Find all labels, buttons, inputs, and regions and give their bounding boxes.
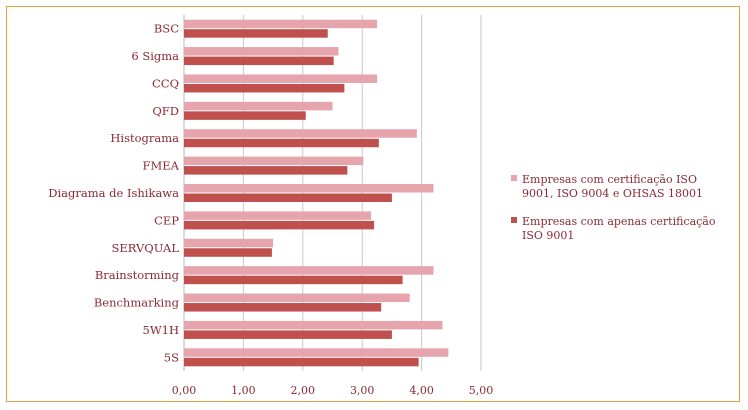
bar-iso-9001-only (184, 56, 334, 66)
chart-frame: BSC 6 Sigma CCQ QFD Histograma FMEA Diagrama d… (6, 6, 740, 402)
legend-item-iso-9001-only: Empresas com apenas certificação ISO 9001 (511, 215, 716, 242)
legend-swatch (511, 217, 517, 223)
bar-iso-9001-only (184, 29, 328, 38)
bar-iso-9001-9004-ohsas (184, 129, 417, 138)
bar-iso-9001-only (184, 357, 419, 367)
category-label: Benchmarking (94, 296, 180, 310)
category-label: Histograma (110, 131, 179, 145)
x-tick-labels: 0,00 1,00 2,00 3,00 4,00 5,00 (172, 384, 494, 397)
category-label: Diagrama de Ishikawa (48, 186, 179, 200)
x-tick-label: 4,00 (409, 384, 434, 397)
bar-iso-9001-9004-ohsas (184, 156, 364, 166)
x-tick-label: 1,00 (231, 384, 256, 397)
x-tick-label: 5,00 (469, 384, 494, 397)
bar-iso-9001-only (184, 111, 306, 120)
bar-iso-9001-9004-ohsas (184, 238, 274, 248)
legend-swatch (511, 175, 517, 181)
bar-iso-9001-only (184, 166, 348, 175)
x-tick-label: 0,00 (172, 384, 197, 397)
bar-iso-9001-9004-ohsas (184, 348, 449, 357)
category-label: QFD (152, 104, 179, 118)
bar-iso-9001-9004-ohsas (184, 19, 378, 29)
category-label: BSC (154, 22, 179, 36)
category-label: 5S (164, 350, 179, 364)
bar-iso-9001-9004-ohsas (184, 293, 410, 303)
category-label: SERVQUAL (111, 241, 179, 255)
category-label: FMEA (143, 159, 180, 173)
bar-iso-9001-only (184, 193, 392, 202)
bar-iso-9001-only (184, 248, 272, 257)
bar-iso-9001-only (184, 138, 379, 148)
bar-iso-9001-9004-ohsas (184, 47, 339, 56)
bars (184, 19, 449, 367)
bar-chart: BSC 6 Sigma CCQ QFD Histograma FMEA Diagrama d… (48, 15, 716, 397)
bar-iso-9001-only (184, 275, 403, 285)
legend: Empresas com certificação ISO 9001, ISO 9… (511, 173, 716, 242)
category-labels: BSC 6 Sigma CCQ QFD Histograma FMEA Diagrama d… (48, 22, 179, 365)
x-tick-label: 2,00 (291, 384, 316, 397)
bar-iso-9001-9004-ohsas (184, 101, 333, 111)
bar-iso-9001-9004-ohsas (184, 184, 434, 193)
bar-iso-9001-9004-ohsas (184, 211, 372, 220)
bar-iso-9001-9004-ohsas (184, 266, 434, 275)
bar-iso-9001-only (184, 330, 392, 339)
category-label: Brainstorming (95, 268, 180, 282)
bar-iso-9001-only (184, 83, 345, 93)
category-label: 5W1H (143, 323, 179, 337)
bar-iso-9001-9004-ohsas (184, 74, 378, 83)
legend-label: Empresas com apenas certificação ISO 9001 (522, 215, 716, 242)
category-label: CEP (154, 213, 179, 227)
x-tick-label: 3,00 (350, 384, 375, 397)
category-label: CCQ (152, 76, 179, 90)
gridlines (183, 15, 482, 371)
legend-item-iso-9001-9004-ohsas: Empresas com certificação ISO 9001, ISO 9… (511, 173, 703, 200)
category-label: 6 Sigma (131, 49, 179, 63)
bar-iso-9001-9004-ohsas (184, 320, 443, 330)
legend-label: Empresas com certificação ISO 9001, ISO 9… (522, 173, 703, 200)
bar-iso-9001-only (184, 303, 382, 312)
bar-iso-9001-only (184, 220, 375, 230)
